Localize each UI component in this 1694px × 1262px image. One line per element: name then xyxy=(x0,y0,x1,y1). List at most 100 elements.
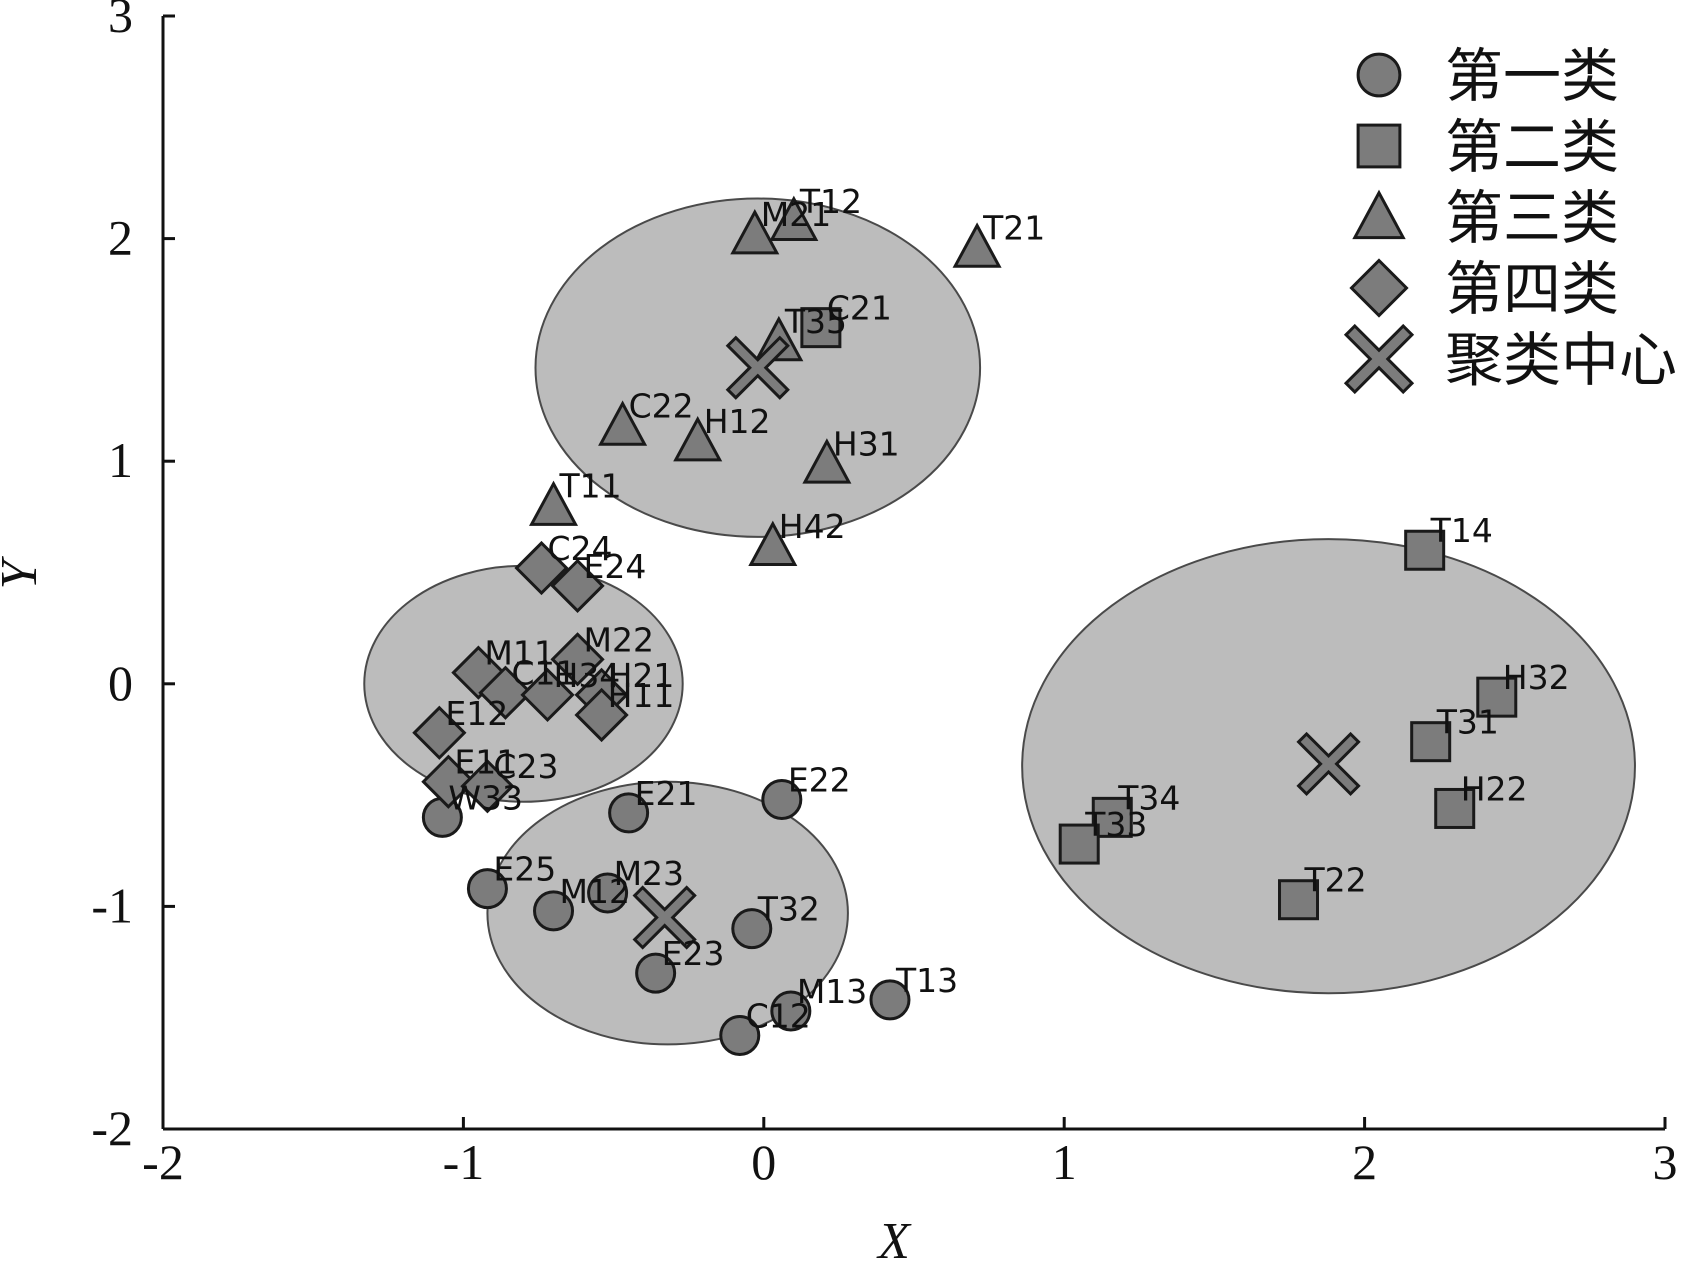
data-point-circle xyxy=(466,868,508,910)
point-label: M23 xyxy=(614,854,684,893)
point-label: T22 xyxy=(1304,861,1367,900)
data-point-circle xyxy=(719,1015,761,1057)
data-point-diamond xyxy=(460,759,515,814)
cluster-center-marker xyxy=(1296,731,1361,797)
data-point-circle xyxy=(770,990,812,1032)
data-point-circle xyxy=(869,979,911,1021)
data-point-circle xyxy=(608,792,650,834)
point-label: M13 xyxy=(797,972,867,1011)
legend-marker-x xyxy=(1343,323,1415,395)
data-point-triangle xyxy=(802,438,852,484)
legend-marker-square xyxy=(1356,123,1402,169)
point-label: T33 xyxy=(1084,805,1147,844)
data-point-diamond xyxy=(520,667,575,723)
x-tick-label: 0 xyxy=(751,1134,776,1190)
point-label: H11 xyxy=(608,676,675,715)
data-point-triangle xyxy=(748,520,798,566)
point-label: T35 xyxy=(784,302,847,341)
point-label: T21 xyxy=(982,209,1045,248)
data-point-diamond xyxy=(412,705,467,760)
point-label: W33 xyxy=(448,778,523,817)
point-label: T34 xyxy=(1117,778,1180,817)
point-label: H32 xyxy=(1503,658,1570,697)
data-point-square xyxy=(1278,879,1320,921)
data-point-triangle xyxy=(673,416,723,462)
legend-label: 聚类中心 xyxy=(1445,326,1677,394)
data-point-diamond xyxy=(550,632,605,687)
point-label: E12 xyxy=(445,694,508,733)
data-point-triangle xyxy=(598,400,648,446)
point-label: C21 xyxy=(827,289,892,328)
point-label: T31 xyxy=(1436,703,1499,742)
point-label: T32 xyxy=(757,890,820,929)
data-point-diamond xyxy=(574,687,629,743)
data-points xyxy=(412,195,1518,1057)
point-label: E25 xyxy=(493,850,556,889)
point-label: M21 xyxy=(761,195,831,234)
data-point-circle xyxy=(761,779,803,821)
y-tick-label: 0 xyxy=(108,655,133,711)
y-tick-label: -2 xyxy=(91,1100,133,1156)
legend-label: 第四类 xyxy=(1445,255,1619,323)
point-label: E21 xyxy=(635,774,698,813)
point-label: H21 xyxy=(608,656,675,695)
data-point-diamond xyxy=(514,540,569,596)
legend-marker-diamond xyxy=(1349,258,1409,318)
point-label: E22 xyxy=(788,761,851,800)
point-label: M11 xyxy=(484,634,554,673)
point-label: T14 xyxy=(1430,511,1493,550)
legend-marker-circle xyxy=(1356,52,1402,98)
point-label: H42 xyxy=(779,507,846,546)
data-point-diamond xyxy=(421,754,476,809)
y-tick-label: 1 xyxy=(108,432,133,488)
data-point-circle xyxy=(731,908,773,950)
point-label: M12 xyxy=(560,872,630,911)
point-label: E23 xyxy=(662,934,725,973)
data-point-square xyxy=(1404,529,1446,571)
data-point-square xyxy=(1434,787,1476,829)
data-point-square xyxy=(1058,823,1100,865)
point-label: T12 xyxy=(799,182,862,221)
data-point-square xyxy=(1476,676,1518,718)
point-label: E11 xyxy=(454,743,517,782)
y-tick-label: 3 xyxy=(108,0,133,43)
point-label: H22 xyxy=(1461,769,1528,808)
data-point-square xyxy=(1410,721,1452,763)
x-tick-label: 3 xyxy=(1653,1134,1678,1190)
data-point-circle xyxy=(587,872,629,914)
point-label: C22 xyxy=(629,387,694,426)
cluster-center-marker xyxy=(725,335,790,400)
x-tick-label: -2 xyxy=(142,1134,184,1190)
point-label: T13 xyxy=(895,961,958,1000)
y-tick-label: -1 xyxy=(91,877,133,933)
x-tick-label: 1 xyxy=(1052,1134,1077,1190)
point-label: C12 xyxy=(746,997,811,1036)
point-label: C23 xyxy=(493,747,558,786)
point-label: H31 xyxy=(833,424,900,463)
data-point-triangle xyxy=(769,195,819,241)
y-axis-title: Y xyxy=(0,555,48,589)
x-axis-title: X xyxy=(876,1213,912,1262)
data-point-circle xyxy=(533,890,575,932)
point-label: C11 xyxy=(511,654,576,693)
data-point-square xyxy=(800,307,842,349)
data-point-circle xyxy=(635,952,677,994)
data-point-diamond xyxy=(550,558,605,613)
y-tick-label: 2 xyxy=(108,210,133,266)
legend-label: 第二类 xyxy=(1445,113,1619,181)
cluster-center-marker xyxy=(632,885,697,950)
point-label: M22 xyxy=(584,620,654,659)
point-label: H12 xyxy=(704,402,771,441)
data-point-diamond xyxy=(478,665,533,720)
point-label: H34 xyxy=(554,656,621,695)
legend-label: 第三类 xyxy=(1445,184,1619,252)
legend-label: 第一类 xyxy=(1445,42,1619,110)
legend-marker-triangle xyxy=(1352,189,1406,240)
data-point-triangle xyxy=(529,480,579,526)
point-label: T11 xyxy=(559,467,622,506)
x-tick-label: 2 xyxy=(1352,1134,1377,1190)
